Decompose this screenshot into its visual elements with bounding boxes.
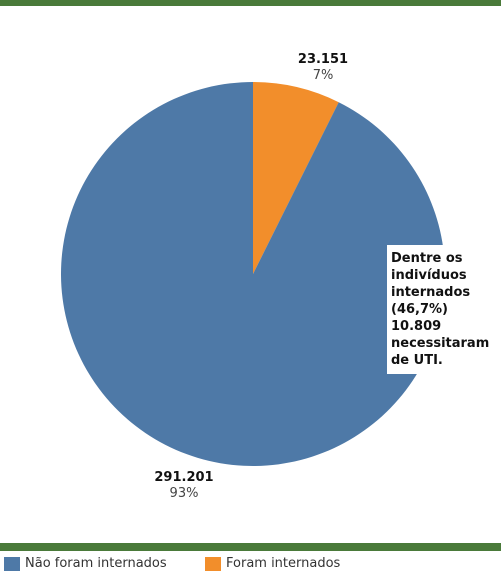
uti-annotation: Dentre os indivíduos internados (46,7%) … (387, 245, 495, 374)
legend-label: Não foram internados (25, 556, 167, 571)
slice-label-foram-internados: 23.151 7% (278, 52, 368, 84)
legend-label: Foram internados (226, 556, 340, 571)
legend-item-foram-internados[interactable]: Foram internados (205, 556, 340, 571)
chart-legend: Não foram internados Foram internados (0, 556, 501, 576)
legend-swatch (205, 557, 221, 571)
slice-value: 23.151 (278, 52, 368, 68)
legend-item-nao-foram-internados[interactable]: Não foram internados (4, 556, 167, 571)
slice-label-nao-foram-internados: 291.201 93% (139, 470, 229, 502)
slice-value: 291.201 (139, 470, 229, 486)
slice-percent: 93% (139, 486, 229, 502)
slice-percent: 7% (278, 68, 368, 84)
bottom-frame-bar (0, 543, 501, 551)
legend-swatch (4, 557, 20, 571)
